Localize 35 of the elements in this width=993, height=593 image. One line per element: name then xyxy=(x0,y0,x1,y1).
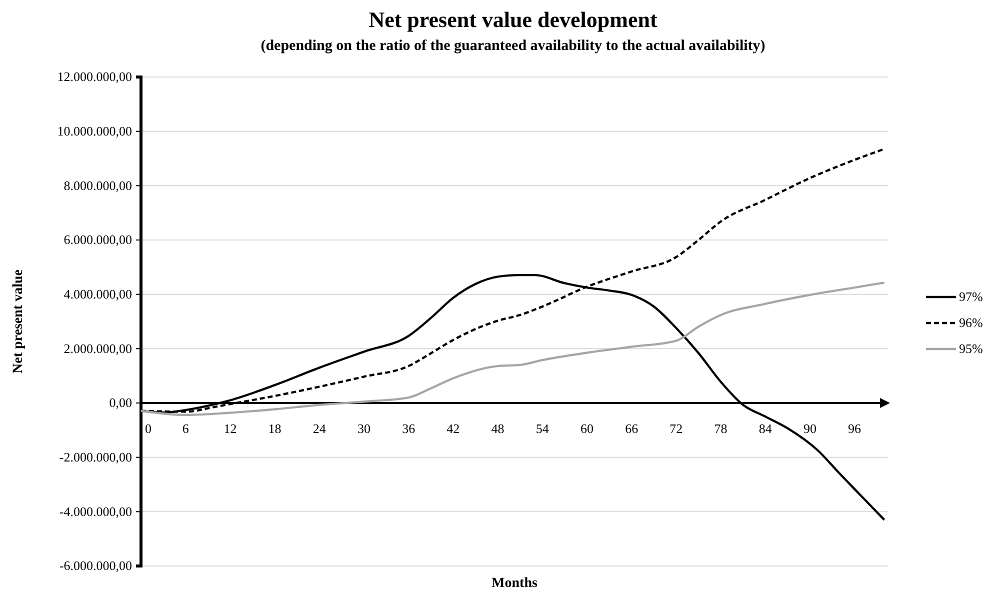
x-tick-label: 60 xyxy=(580,421,594,436)
legend-label: 96% xyxy=(959,315,983,330)
x-tick-label: 12 xyxy=(224,421,237,436)
y-tick-label: 10.000.000,00 xyxy=(57,123,132,138)
x-tick-label: 48 xyxy=(491,421,504,436)
x-tick-label: 42 xyxy=(446,421,460,436)
x-tick-label: 78 xyxy=(714,421,728,436)
y-tick-label: -6.000.000,00 xyxy=(59,558,132,574)
x-tick-label: 96 xyxy=(848,421,862,436)
x-tick-label: 0 xyxy=(145,421,152,436)
y-tick-label: -2.000.000,00 xyxy=(59,449,132,464)
legend-label: 95% xyxy=(959,341,983,356)
legend-label: 97% xyxy=(959,289,983,304)
y-axis-title: Net present value xyxy=(11,270,26,374)
y-tick-label: 6.000.000,00 xyxy=(64,232,132,248)
chart-subtitle: (depending on the ratio of the guaranteed availability to the actual availability) xyxy=(260,38,766,54)
x-tick-label: 54 xyxy=(536,421,550,436)
y-tick-label: 12.000.000,00 xyxy=(57,69,132,84)
chart-title: Net present value development xyxy=(368,7,658,32)
x-tick-label: 72 xyxy=(670,421,683,436)
x-tick-label: 90 xyxy=(803,421,816,436)
x-tick-label: 36 xyxy=(402,421,416,436)
x-tick-label: 18 xyxy=(268,421,282,436)
y-tick-label: -4.000.000,00 xyxy=(59,504,132,519)
x-tick-label: 30 xyxy=(357,421,370,436)
x-tick-label: 6 xyxy=(182,421,190,436)
y-tick-label: 2.000.000,00 xyxy=(64,340,132,356)
x-tick-label: 84 xyxy=(758,421,772,436)
x-tick-label: 66 xyxy=(625,421,639,436)
y-tick-label: 4.000.000,00 xyxy=(64,286,132,302)
x-axis-title: Months xyxy=(492,576,538,591)
line-series xyxy=(140,282,886,416)
y-tick-label: 8.000.000,00 xyxy=(64,178,132,193)
x-tick-label: 24 xyxy=(312,421,326,436)
y-tick-label: 0,00 xyxy=(109,395,132,410)
